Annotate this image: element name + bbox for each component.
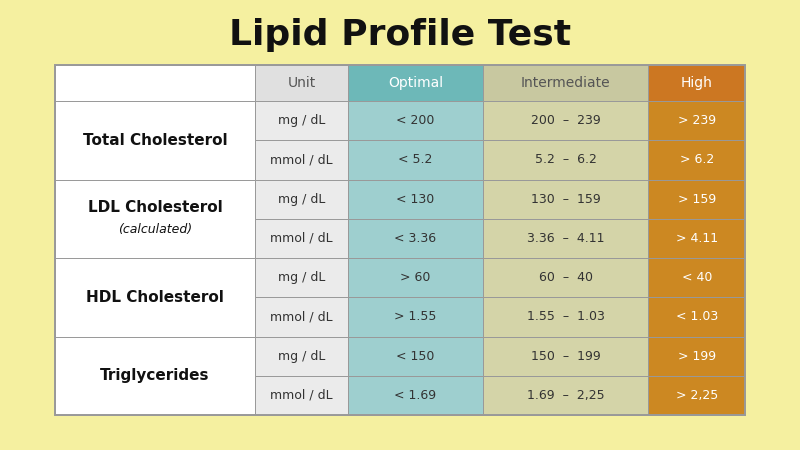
Text: HDL Cholesterol: HDL Cholesterol xyxy=(86,290,224,305)
Text: mmol / dL: mmol / dL xyxy=(270,389,333,402)
Bar xyxy=(483,180,648,219)
Text: < 200: < 200 xyxy=(396,114,434,127)
Bar xyxy=(648,337,745,376)
Text: mmol / dL: mmol / dL xyxy=(270,153,333,166)
Text: < 1.03: < 1.03 xyxy=(675,310,718,324)
Bar xyxy=(483,101,648,140)
Text: > 199: > 199 xyxy=(678,350,716,363)
Bar xyxy=(348,219,483,258)
Bar xyxy=(255,65,348,101)
Text: 60  –  40: 60 – 40 xyxy=(538,271,593,284)
Bar xyxy=(348,337,483,376)
Text: < 5.2: < 5.2 xyxy=(398,153,433,166)
Text: Triglycerides: Triglycerides xyxy=(100,368,210,383)
Text: > 60: > 60 xyxy=(400,271,430,284)
Text: Unit: Unit xyxy=(287,76,316,90)
Bar xyxy=(255,180,348,219)
Text: 5.2  –  6.2: 5.2 – 6.2 xyxy=(534,153,597,166)
Text: Optimal: Optimal xyxy=(388,76,443,90)
Text: Total Cholesterol: Total Cholesterol xyxy=(82,133,227,148)
Bar xyxy=(348,140,483,180)
Bar xyxy=(55,258,255,337)
Text: < 40: < 40 xyxy=(682,271,712,284)
Text: mmol / dL: mmol / dL xyxy=(270,310,333,324)
Bar xyxy=(483,376,648,415)
Bar xyxy=(483,219,648,258)
Bar xyxy=(648,140,745,180)
Bar xyxy=(648,180,745,219)
Bar xyxy=(483,65,648,101)
Bar xyxy=(483,258,648,297)
Text: 130  –  159: 130 – 159 xyxy=(530,193,601,206)
Bar xyxy=(648,101,745,140)
Text: < 130: < 130 xyxy=(397,193,434,206)
Text: mg / dL: mg / dL xyxy=(278,193,326,206)
Bar xyxy=(55,65,745,415)
Text: < 3.36: < 3.36 xyxy=(394,232,437,245)
Text: > 159: > 159 xyxy=(678,193,716,206)
Bar xyxy=(55,337,255,415)
Bar xyxy=(255,258,348,297)
Bar xyxy=(55,180,255,258)
Bar xyxy=(255,297,348,337)
Text: > 1.55: > 1.55 xyxy=(394,310,437,324)
Text: LDL Cholesterol: LDL Cholesterol xyxy=(88,200,222,215)
Bar xyxy=(348,180,483,219)
Bar xyxy=(255,337,348,376)
Bar xyxy=(255,101,348,140)
Bar xyxy=(483,337,648,376)
Bar xyxy=(483,297,648,337)
Text: 1.69  –  2,25: 1.69 – 2,25 xyxy=(526,389,605,402)
Bar xyxy=(348,376,483,415)
Text: 1.55  –  1.03: 1.55 – 1.03 xyxy=(526,310,605,324)
Bar xyxy=(348,101,483,140)
Text: 150  –  199: 150 – 199 xyxy=(530,350,601,363)
Bar xyxy=(348,258,483,297)
Text: Lipid Profile Test: Lipid Profile Test xyxy=(229,18,571,52)
Bar xyxy=(648,65,745,101)
Bar xyxy=(648,219,745,258)
Bar xyxy=(55,65,255,101)
Text: > 239: > 239 xyxy=(678,114,716,127)
Bar xyxy=(55,101,255,180)
Text: (calculated): (calculated) xyxy=(118,223,192,236)
Text: > 6.2: > 6.2 xyxy=(679,153,714,166)
Text: < 1.69: < 1.69 xyxy=(394,389,437,402)
Bar xyxy=(348,297,483,337)
Text: mmol / dL: mmol / dL xyxy=(270,232,333,245)
Bar xyxy=(348,65,483,101)
Text: > 2,25: > 2,25 xyxy=(675,389,718,402)
Text: > 4.11: > 4.11 xyxy=(676,232,718,245)
Text: 200  –  239: 200 – 239 xyxy=(530,114,601,127)
Bar xyxy=(648,297,745,337)
Text: Intermediate: Intermediate xyxy=(521,76,610,90)
Bar xyxy=(648,376,745,415)
Bar xyxy=(255,140,348,180)
Text: High: High xyxy=(681,76,713,90)
Text: mg / dL: mg / dL xyxy=(278,350,326,363)
Text: mg / dL: mg / dL xyxy=(278,114,326,127)
Bar xyxy=(483,140,648,180)
Bar xyxy=(648,258,745,297)
Text: 3.36  –  4.11: 3.36 – 4.11 xyxy=(527,232,604,245)
Text: < 150: < 150 xyxy=(396,350,434,363)
Text: mg / dL: mg / dL xyxy=(278,271,326,284)
Bar xyxy=(255,376,348,415)
Bar xyxy=(255,219,348,258)
